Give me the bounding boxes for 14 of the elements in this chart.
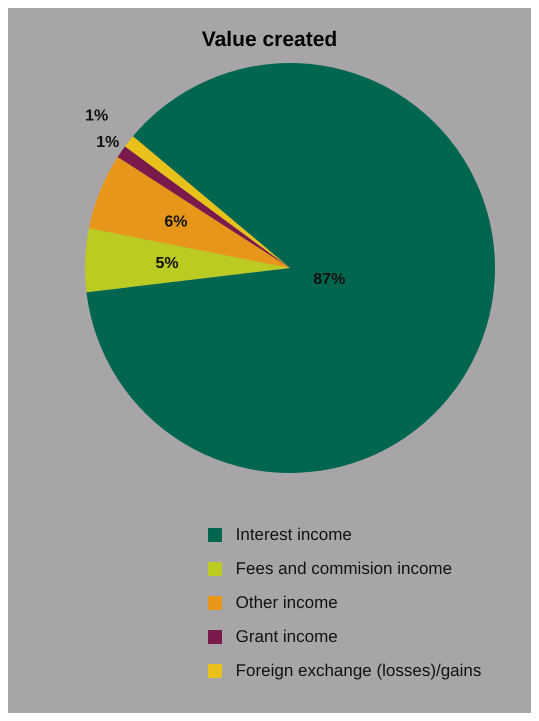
chart-title: Value created — [200, 27, 338, 53]
data-label: 1% — [85, 107, 108, 124]
data-label: 1% — [96, 134, 120, 151]
pie-slice — [86, 63, 495, 473]
pie-slice — [85, 228, 290, 292]
pie-slice — [88, 156, 290, 268]
data-label: 87% — [313, 271, 346, 288]
legend-label: Foreign exchange (losses)/gains — [236, 661, 482, 681]
data-label: 5% — [156, 254, 179, 272]
legend-label: Other income — [236, 593, 338, 613]
legend-label: Interest income — [236, 525, 352, 545]
legend-label: Grant income — [236, 627, 338, 647]
data-label: 6% — [164, 213, 188, 230]
legend-label: Fees and commision income — [236, 559, 452, 579]
